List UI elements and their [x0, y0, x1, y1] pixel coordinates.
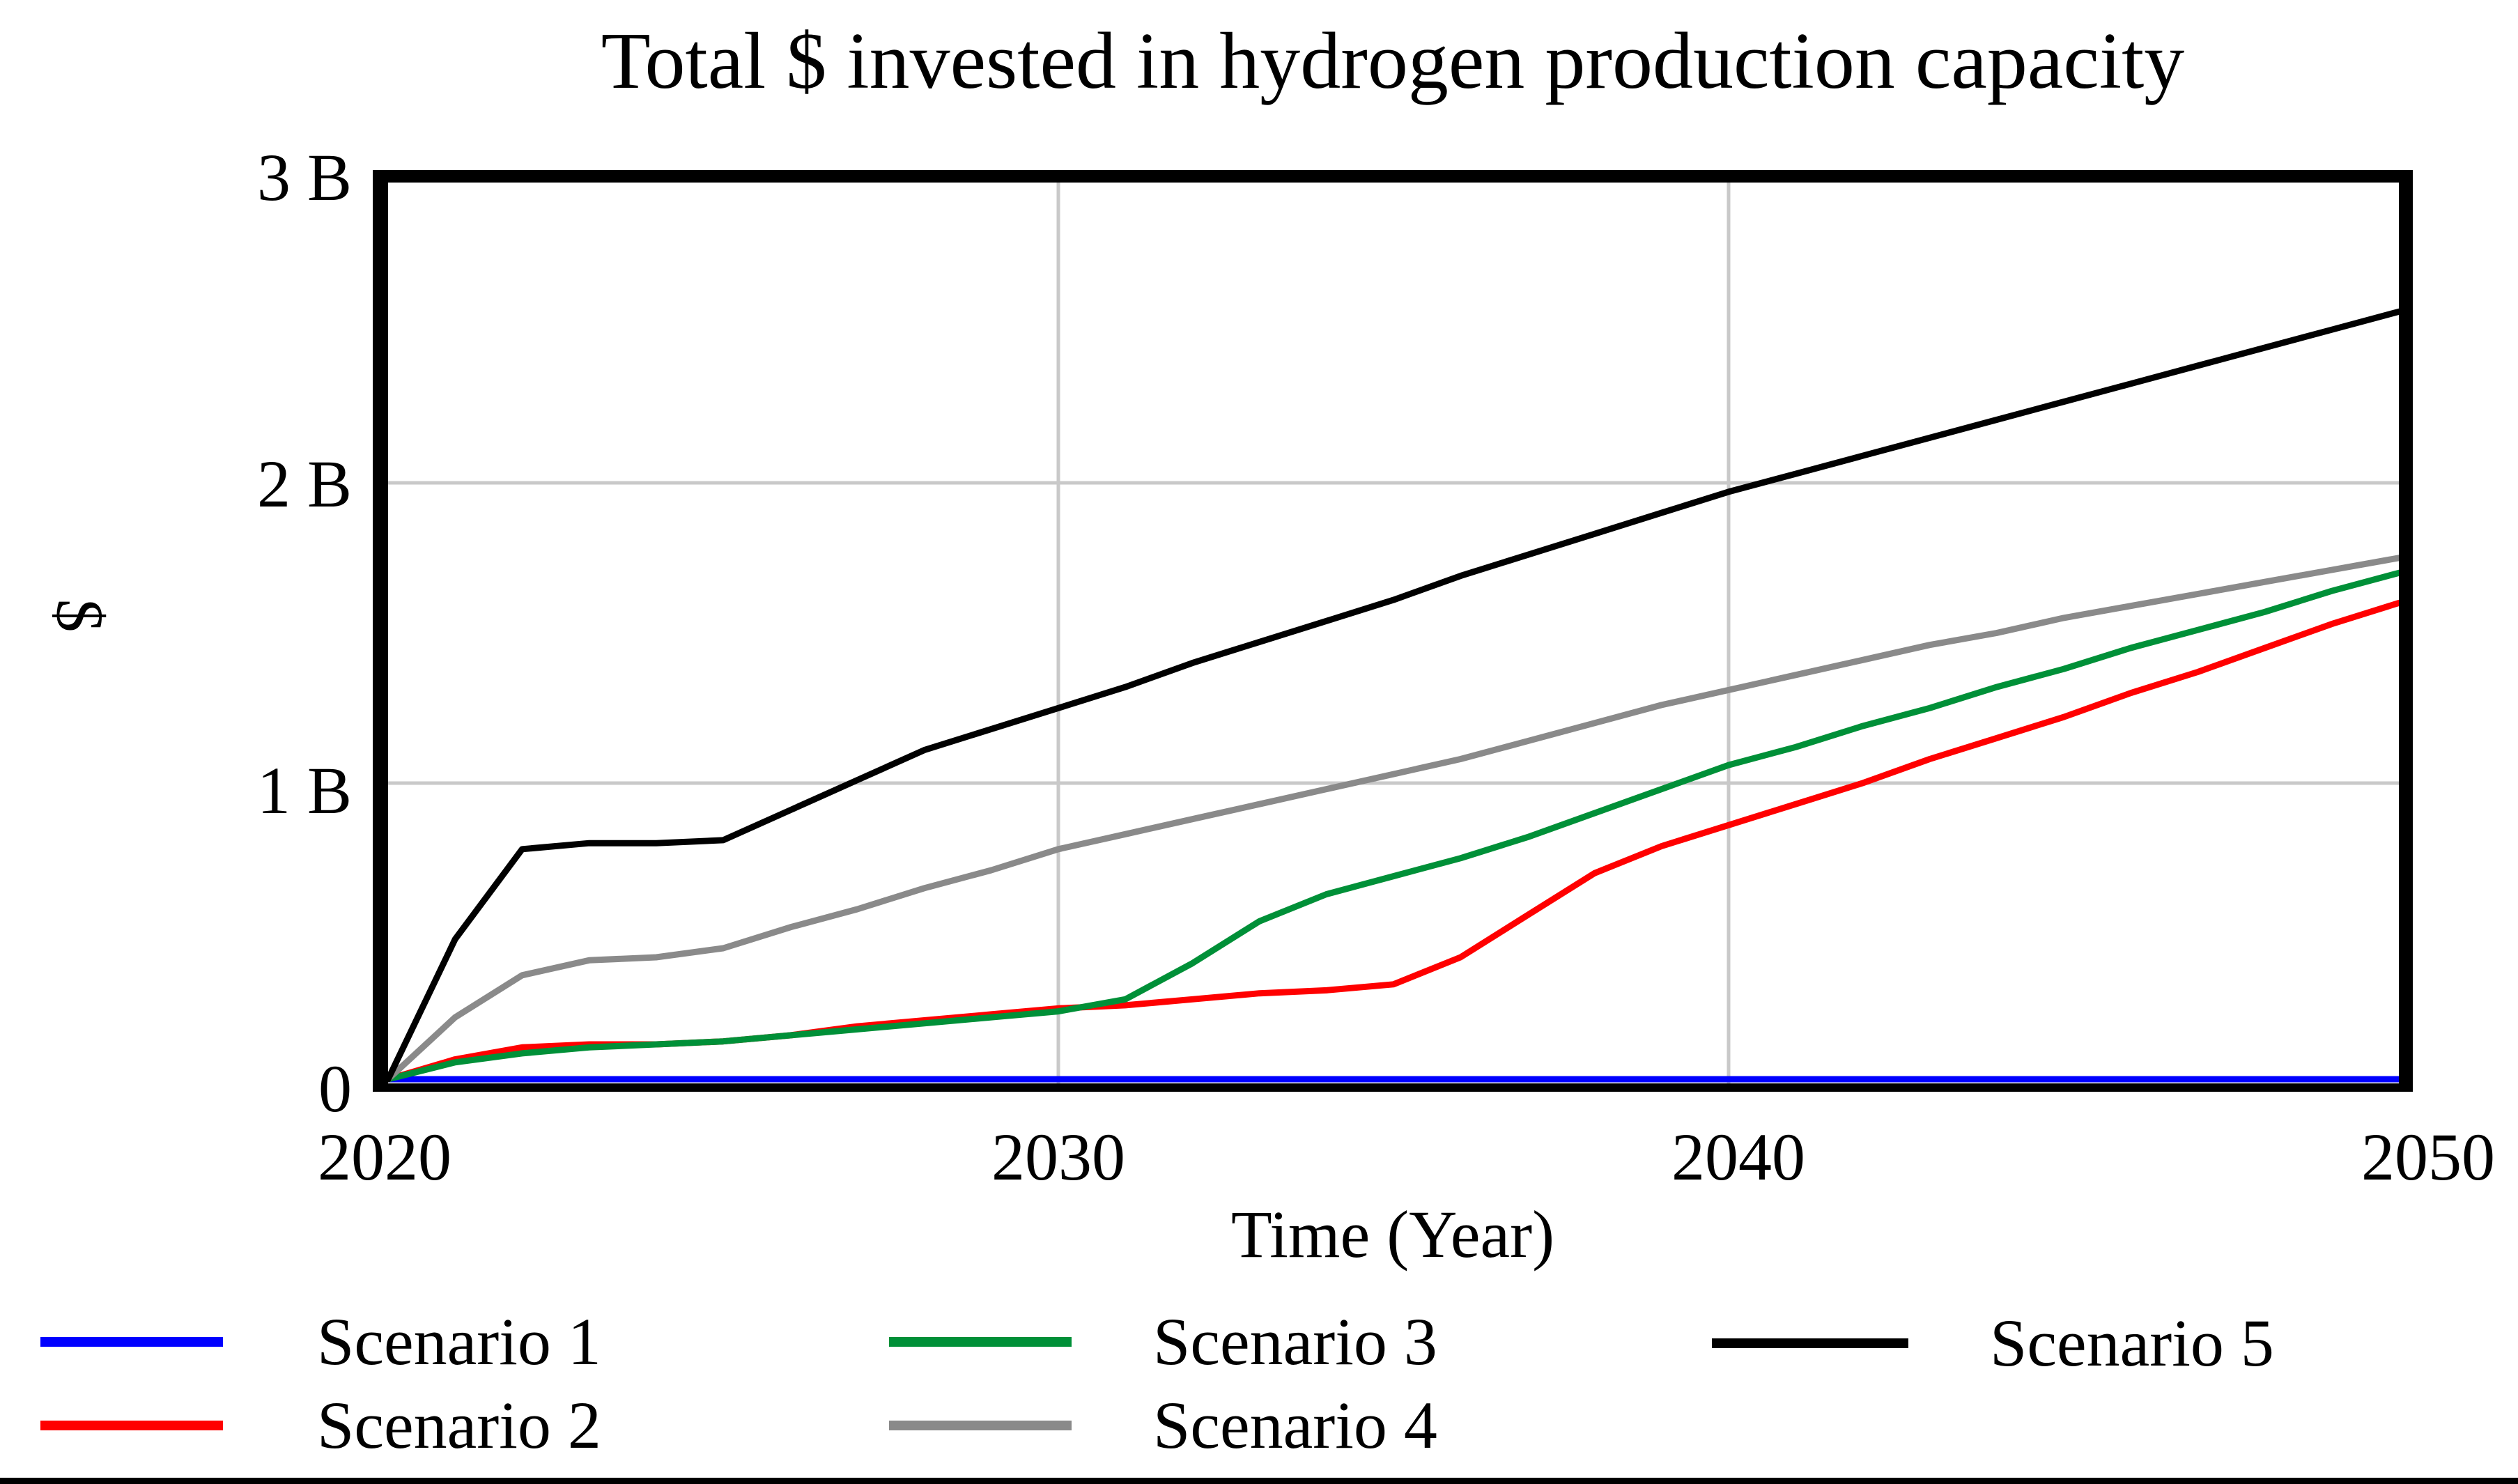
series-line-scenario-5: [388, 308, 2399, 1083]
legend-swatch-scenario-5: [1712, 1338, 1908, 1348]
legend-swatch-scenario-3: [889, 1337, 1072, 1347]
y-axis-title: $: [43, 598, 118, 633]
y-tick-2b: 2 B: [256, 447, 352, 521]
x-tick-2020: 2020: [318, 1120, 451, 1194]
legend-swatch-scenario-4: [889, 1421, 1072, 1430]
legend-swatch-scenario-1: [40, 1337, 223, 1347]
x-tick-2040: 2040: [1671, 1120, 1805, 1194]
x-tick-2030: 2030: [991, 1120, 1125, 1194]
legend-label-scenario-3: Scenario 3: [1153, 1304, 1437, 1379]
y-tick-0: 0: [318, 1051, 352, 1126]
legend-swatch-scenario-2: [40, 1421, 223, 1430]
legend-label-scenario-5: Scenario 5: [1990, 1306, 2274, 1380]
plot-canvas: [388, 183, 2399, 1083]
series-line-scenario-4: [388, 555, 2399, 1083]
x-tick-2050: 2050: [2361, 1120, 2495, 1194]
plot-area: [373, 170, 2413, 1092]
legend-label-scenario-2: Scenario 2: [317, 1388, 601, 1462]
legend-label-scenario-4: Scenario 4: [1153, 1388, 1437, 1462]
y-tick-3b: 3 B: [256, 140, 352, 215]
series-line-scenario-3: [388, 569, 2399, 1083]
chart-title: Total $ invested in hydrogen production …: [601, 17, 2185, 106]
legend-label-scenario-1: Scenario 1: [317, 1304, 601, 1379]
x-axis-title: Time (Year): [1230, 1197, 1555, 1272]
screenshot-bottom-border: [0, 1478, 2518, 1484]
y-tick-1b: 1 B: [256, 753, 352, 828]
